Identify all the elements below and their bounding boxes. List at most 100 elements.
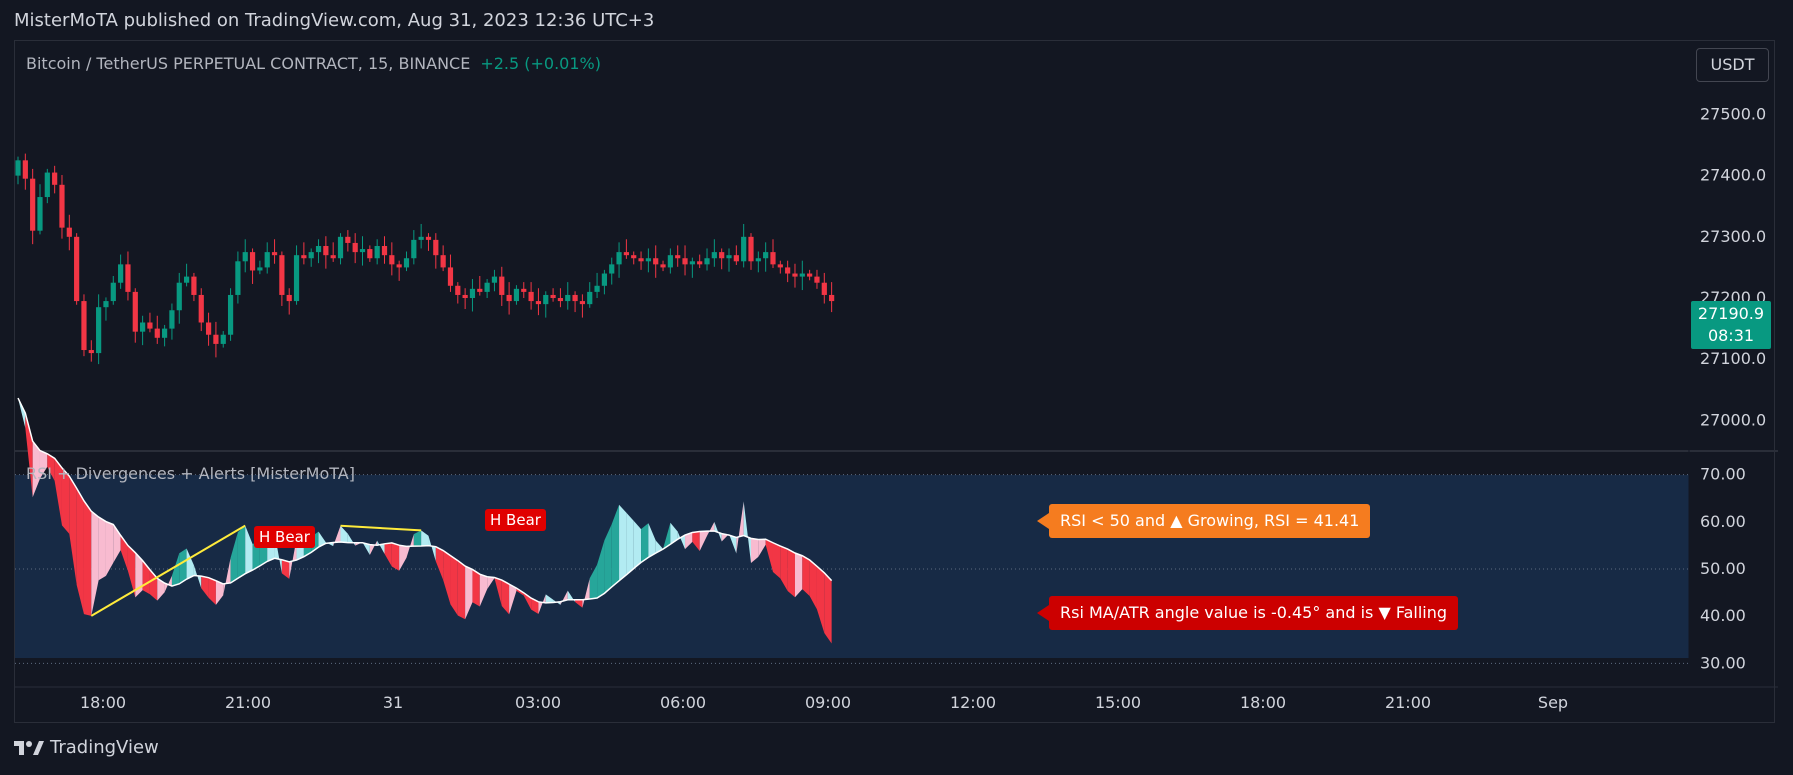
rsi-area bbox=[17, 397, 833, 644]
candle-body bbox=[433, 239, 439, 256]
rsi-fill-segment bbox=[215, 580, 224, 605]
currency-button[interactable]: USDT bbox=[1696, 48, 1769, 82]
price-change: +2.5 (+0.01%) bbox=[480, 54, 601, 73]
rsi-tick-label: 40.00 bbox=[1700, 606, 1746, 625]
rsi-fill-segment bbox=[274, 532, 282, 574]
candle-body bbox=[623, 252, 629, 256]
candle-body bbox=[315, 246, 322, 253]
candle-body bbox=[403, 258, 410, 268]
candle-body bbox=[704, 258, 710, 265]
rsi-fill-segment bbox=[289, 538, 297, 579]
candle-body bbox=[557, 298, 564, 302]
candle-body bbox=[616, 252, 622, 265]
rsi-fill-segment bbox=[685, 532, 693, 550]
rsi-fill-segment bbox=[113, 524, 121, 563]
rsi-fill-segment bbox=[501, 580, 510, 615]
candle-body bbox=[565, 294, 571, 302]
rsi-fill-segment bbox=[25, 413, 33, 498]
rsi-fill-segment bbox=[245, 525, 253, 574]
time-tick-label: 09:00 bbox=[805, 693, 851, 712]
candle-body bbox=[425, 236, 432, 240]
candle-body bbox=[741, 236, 747, 262]
tradingview-brand[interactable]: TradingView bbox=[14, 737, 159, 758]
symbol-info[interactable]: Bitcoin / TetherUS PERPETUAL CONTRACT, 1… bbox=[26, 54, 601, 73]
candle-body bbox=[594, 285, 600, 292]
candle-body bbox=[711, 252, 717, 259]
rsi-fill-segment bbox=[743, 501, 751, 564]
rsi-fill-segment bbox=[39, 450, 48, 479]
candle-body bbox=[609, 264, 615, 274]
candle-body bbox=[755, 258, 761, 262]
candle-body bbox=[513, 288, 520, 302]
candle-body bbox=[631, 255, 637, 259]
rsi-fill-segment bbox=[457, 560, 466, 620]
rsi-fill-segment bbox=[545, 594, 554, 603]
candle-body bbox=[418, 236, 424, 240]
rsi-fill-segment bbox=[230, 532, 238, 583]
bear-label-1: H Bear bbox=[254, 526, 315, 548]
candle-body bbox=[169, 310, 175, 329]
rsi-fill-segment bbox=[47, 453, 55, 482]
rsi-fill-segment bbox=[699, 531, 708, 551]
rsi-fill-segment bbox=[824, 572, 832, 644]
time-tick-label: 31 bbox=[383, 693, 403, 712]
rsi-ma-line bbox=[17, 397, 833, 604]
candle-body bbox=[323, 246, 329, 256]
rsi-fill-segment bbox=[648, 523, 656, 558]
divergence-line bbox=[340, 524, 422, 532]
rsi-fill-segment bbox=[816, 566, 825, 634]
rsi-fill-segment bbox=[802, 555, 810, 597]
bar-countdown: 08:31 bbox=[1707, 326, 1755, 345]
rsi-fill-segment bbox=[421, 530, 429, 547]
candle-body bbox=[88, 350, 94, 354]
candle-body bbox=[110, 282, 116, 302]
rsi-fill-segment bbox=[663, 522, 671, 550]
angle-status-label: Rsi MA/ATR angle value is -0.45° and is … bbox=[1049, 596, 1459, 630]
rsi-fill-segment bbox=[186, 548, 194, 580]
brand-name: TradingView bbox=[50, 737, 159, 758]
candle-body bbox=[96, 307, 102, 354]
publisher-info: MisterMoTA published on TradingView.com,… bbox=[14, 10, 655, 31]
rsi-fill-segment bbox=[223, 557, 231, 596]
candle-body bbox=[455, 285, 461, 295]
candle-body bbox=[44, 172, 50, 198]
candle-body bbox=[572, 294, 578, 302]
candle-body bbox=[191, 276, 197, 295]
candle-body bbox=[308, 252, 314, 259]
rsi-fill-segment bbox=[237, 525, 246, 579]
price-tick-label: 27500.0 bbox=[1700, 104, 1766, 123]
candle-body bbox=[579, 301, 586, 305]
rsi-tick-label: 50.00 bbox=[1700, 559, 1746, 578]
candle-body bbox=[30, 178, 36, 231]
rsi-fill-segment bbox=[377, 540, 385, 554]
rsi-fill-segment bbox=[509, 584, 517, 615]
candle-body bbox=[374, 246, 380, 259]
candle-body bbox=[770, 252, 776, 265]
rsi-fill-segment bbox=[399, 545, 407, 571]
rsi-fill-segment bbox=[794, 553, 803, 598]
chart-frame bbox=[14, 40, 1775, 723]
candle-body bbox=[15, 160, 21, 176]
rsi-fill-segment bbox=[61, 467, 70, 534]
candle-body bbox=[807, 273, 813, 277]
candle-body bbox=[286, 294, 292, 302]
rsi-fill-segment bbox=[333, 525, 341, 547]
rsi-fill-segment bbox=[179, 548, 187, 584]
rsi-tick-label: 70.00 bbox=[1700, 465, 1746, 484]
rsi-fill-segment bbox=[597, 540, 605, 599]
candle-body bbox=[462, 294, 468, 299]
candle-body bbox=[198, 294, 204, 323]
candle-body bbox=[59, 184, 65, 228]
rsi-fill-segment bbox=[787, 549, 795, 598]
candle-body bbox=[125, 264, 131, 292]
candle-body bbox=[279, 255, 285, 295]
rsi-fill-segment bbox=[340, 525, 348, 543]
rsi-fill-segment bbox=[589, 564, 598, 600]
rsi-fill-segment bbox=[538, 594, 546, 615]
rsi-fill-segment bbox=[494, 577, 502, 606]
candle-body bbox=[682, 258, 688, 265]
candle-body bbox=[726, 255, 732, 259]
candle-body bbox=[550, 294, 556, 299]
indicator-title[interactable]: RSI + Divergences + Alerts [MisterMoTA] bbox=[26, 464, 355, 483]
